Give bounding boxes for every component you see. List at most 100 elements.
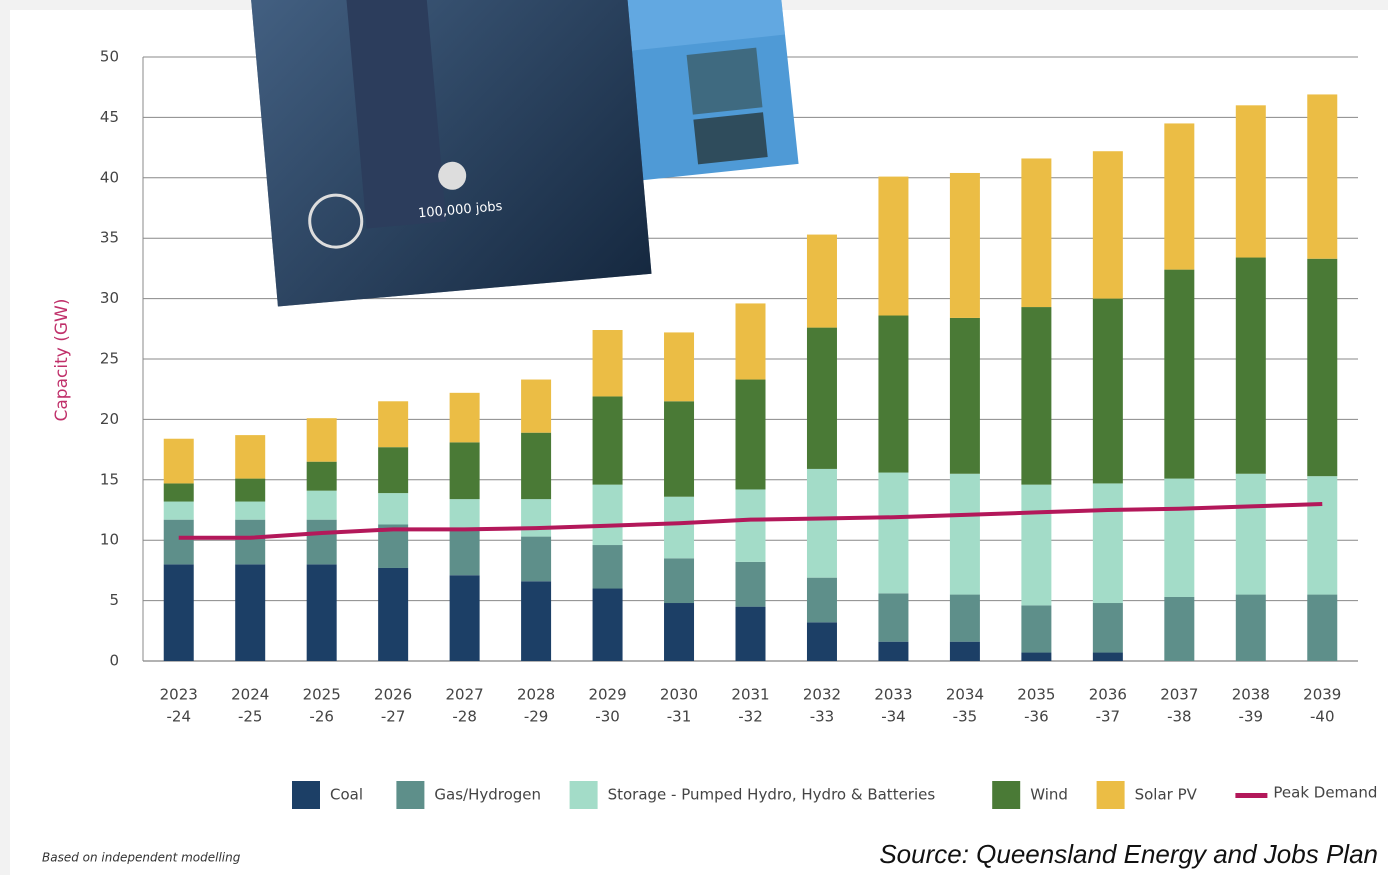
- bar-segment: [593, 485, 623, 545]
- x-tick-label: -30: [595, 708, 620, 726]
- x-tick-label: -40: [1310, 708, 1335, 726]
- x-tick-label: 2026: [374, 686, 412, 704]
- bar-segment: [664, 603, 694, 661]
- legend-label: Storage - Pumped Hydro, Hydro & Batterie…: [608, 786, 936, 804]
- cover-photo: [687, 48, 763, 115]
- x-tick-label: -36: [1024, 708, 1049, 726]
- x-tick-label: 2035: [1017, 686, 1055, 704]
- bar-segment: [593, 589, 623, 661]
- legend-label: Gas/Hydrogen: [434, 786, 541, 804]
- footnote: Based on independent modelling: [42, 851, 241, 865]
- bar-segment: [736, 489, 766, 561]
- bar-segment: [450, 531, 480, 576]
- x-tick-label: 2030: [660, 686, 698, 704]
- bar-segment: [1021, 605, 1051, 652]
- legend-label: Peak Demand: [1273, 784, 1377, 802]
- bar-segment: [1093, 151, 1123, 298]
- bar-segment: [664, 558, 694, 603]
- bar-segment: [521, 581, 551, 661]
- bar-segment: [950, 318, 980, 474]
- cover-photo: [693, 112, 767, 164]
- bar-segment: [1307, 476, 1337, 594]
- bar-segment: [450, 442, 480, 499]
- y-tick-label: 45: [100, 108, 119, 126]
- x-tick-label: -32: [738, 708, 763, 726]
- bar-segment: [521, 433, 551, 499]
- legend-swatch: [292, 781, 320, 809]
- legend-swatch: [992, 781, 1020, 809]
- bar-segment: [164, 483, 194, 501]
- bar-segment: [378, 493, 408, 524]
- bar-segment: [307, 462, 337, 491]
- y-tick-label: 15: [100, 470, 119, 488]
- x-tick-label: 2024: [231, 686, 269, 704]
- y-tick-label: 50: [100, 48, 119, 66]
- x-tick-label: 2023: [160, 686, 198, 704]
- bar-segment: [736, 303, 766, 379]
- bar-segment: [164, 564, 194, 661]
- bar-segment: [1093, 483, 1123, 603]
- x-tick-label: -28: [452, 708, 477, 726]
- y-axis-label: Capacity (GW): [52, 299, 72, 422]
- legend-swatch: [570, 781, 598, 809]
- y-tick-label: 35: [100, 229, 119, 247]
- bar-segment: [164, 439, 194, 484]
- legend-swatch: [1235, 793, 1267, 798]
- bar-segment: [950, 474, 980, 595]
- bar-segment: [736, 380, 766, 490]
- bar-segment: [1021, 158, 1051, 307]
- bar-segment: [1236, 595, 1266, 661]
- bar-segment: [950, 595, 980, 642]
- y-tick-label: 10: [100, 531, 119, 549]
- bar-segment: [807, 578, 837, 623]
- x-tick-label: -35: [953, 708, 978, 726]
- bar-segment: [235, 520, 265, 565]
- bar-segment: [235, 502, 265, 520]
- bar-segment: [878, 177, 908, 316]
- x-tick-label: -25: [238, 708, 263, 726]
- cover-solar: [249, 0, 651, 306]
- bar-segment: [736, 607, 766, 661]
- bar-segment: [807, 622, 837, 661]
- bar-segment: [1236, 105, 1266, 257]
- bar-segment: [378, 447, 408, 493]
- x-tick-label: -31: [667, 708, 692, 726]
- legend-swatch: [1097, 781, 1125, 809]
- x-tick-label: 2039: [1303, 686, 1341, 704]
- legend-label: Coal: [330, 786, 363, 804]
- bar-segment: [164, 520, 194, 565]
- y-tick-label: 0: [109, 652, 119, 670]
- bar-segment: [1021, 307, 1051, 485]
- legend-label: Solar PV: [1135, 786, 1198, 804]
- x-tick-label: 2027: [446, 686, 484, 704]
- bar-segment: [593, 396, 623, 484]
- source: Source: Queensland Energy and Jobs Plan: [879, 839, 1378, 869]
- bar-segment: [307, 564, 337, 661]
- bar-segment: [1093, 603, 1123, 653]
- bar-segment: [664, 401, 694, 496]
- bar-segment: [307, 418, 337, 461]
- x-tick-label: -26: [309, 708, 334, 726]
- legend-label: Wind: [1030, 786, 1068, 804]
- bar-segment: [664, 332, 694, 401]
- bar-segment: [450, 499, 480, 530]
- bar-segment: [1164, 270, 1194, 479]
- legend-swatch: [396, 781, 424, 809]
- bar-segment: [1164, 597, 1194, 661]
- bar-segment: [1093, 653, 1123, 661]
- bar-segment: [1236, 474, 1266, 595]
- x-tick-label: 2034: [946, 686, 984, 704]
- bar-segment: [593, 545, 623, 588]
- x-tick-label: 2036: [1089, 686, 1127, 704]
- x-tick-label: -34: [881, 708, 906, 726]
- bar-segment: [1307, 259, 1337, 476]
- x-tick-label: -33: [810, 708, 835, 726]
- bar-segment: [235, 564, 265, 661]
- bar-segment: [1021, 485, 1051, 606]
- x-tick-label: 2028: [517, 686, 555, 704]
- bar-segment: [878, 473, 908, 594]
- bar-segment: [521, 380, 551, 433]
- bar-segment: [1307, 595, 1337, 661]
- y-tick-label: 20: [100, 410, 119, 428]
- bar-segment: [736, 562, 766, 607]
